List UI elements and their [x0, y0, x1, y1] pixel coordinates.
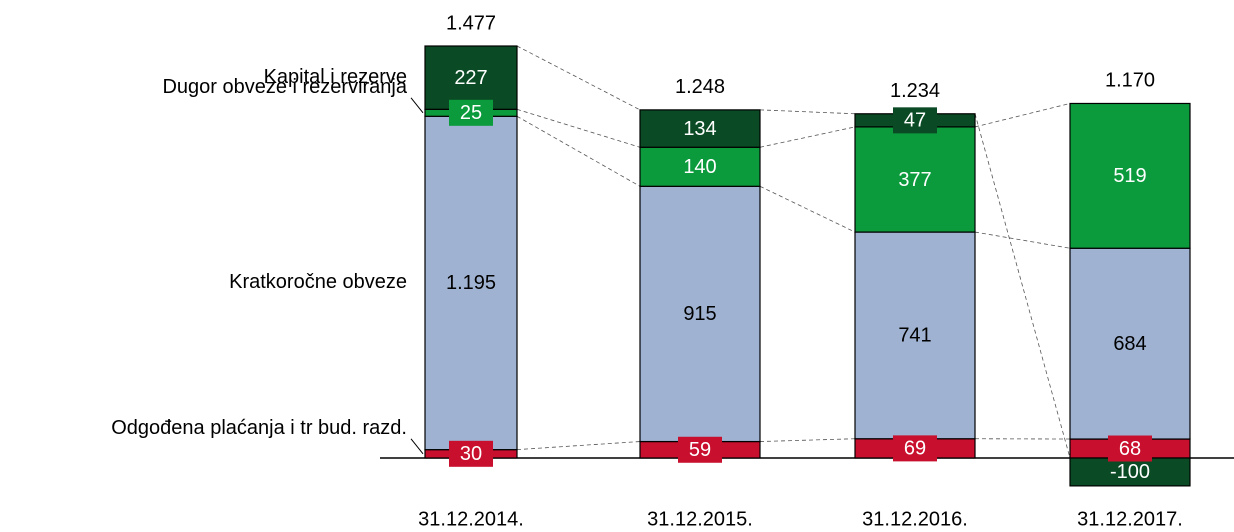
bar-segment [1069, 457, 1191, 487]
bar-segment [424, 115, 518, 451]
data-label: 25 [460, 102, 482, 124]
label-box [449, 440, 493, 467]
label-box [1108, 435, 1152, 462]
data-label: 69 [904, 438, 926, 460]
data-label: 140 [683, 156, 716, 178]
total-label: 1.248 [675, 76, 725, 98]
connector [516, 115, 641, 187]
data-label: 519 [1113, 165, 1146, 187]
data-label: 30 [460, 443, 482, 465]
connector [759, 109, 856, 115]
connector [516, 45, 641, 111]
data-label: -100 [1110, 461, 1150, 483]
bar-segment [639, 109, 761, 148]
total-label: 1.234 [890, 80, 940, 102]
label-box [893, 107, 937, 134]
x-tick-label: 31.12.2015. [647, 508, 753, 530]
total-label: 1.477 [446, 12, 496, 34]
data-label: 684 [1113, 333, 1146, 355]
data-label: 915 [683, 303, 716, 325]
data-label: 134 [683, 118, 716, 140]
x-tick-label: 31.12.2016. [862, 508, 968, 530]
x-tick-label: 31.12.2017. [1077, 508, 1183, 530]
data-label: 59 [689, 439, 711, 461]
series-label: Kapital i rezerve [264, 66, 407, 88]
data-label: 1.195 [446, 272, 496, 294]
total-label: 1.170 [1105, 70, 1155, 92]
data-label: 741 [898, 325, 931, 347]
connector [759, 438, 856, 442]
bar-segment [424, 45, 518, 110]
series-label: Dugor obveze i rezerviranja [162, 76, 407, 98]
connector [759, 185, 856, 233]
data-label: 47 [904, 110, 926, 132]
label-box [893, 435, 937, 462]
bar-segment [1069, 247, 1191, 440]
series-label: Kratkoročne obveze [229, 271, 407, 293]
bar-segment [1069, 102, 1191, 249]
connector [516, 108, 641, 148]
label-box [449, 99, 493, 126]
series-label: Odgođena plaćanja i tr bud. razd. [111, 417, 407, 439]
leader-line [410, 97, 424, 114]
data-label: 227 [454, 67, 487, 89]
connector [974, 113, 1071, 459]
connector [759, 126, 856, 148]
data-label: 68 [1119, 438, 1141, 460]
x-tick-label: 31.12.2014. [418, 508, 524, 530]
connector [516, 441, 641, 451]
connector [974, 231, 1071, 249]
bar-segment [854, 126, 976, 233]
connector [974, 103, 1071, 128]
data-label: 377 [898, 169, 931, 191]
leader-line [410, 438, 424, 455]
label-box [678, 436, 722, 463]
